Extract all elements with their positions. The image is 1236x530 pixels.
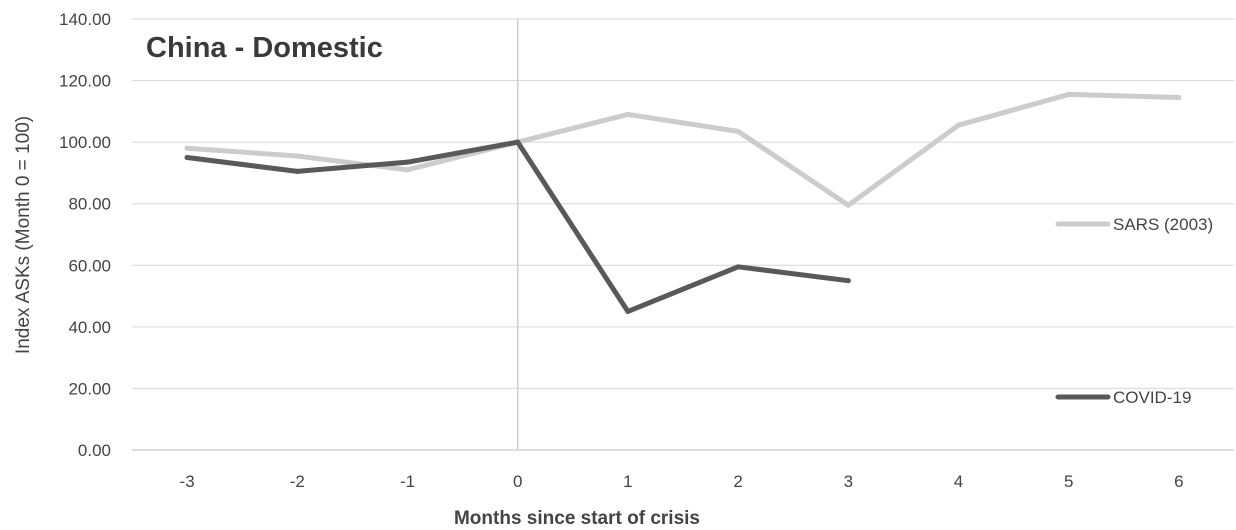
data-point-sars-2003 (625, 111, 631, 117)
data-point-covid-19 (735, 264, 741, 270)
y-tick-label: 140.00 (59, 10, 111, 29)
x-tick-label: 1 (623, 472, 632, 491)
data-point-covid-19 (405, 159, 410, 165)
data-point-covid-19 (184, 155, 190, 161)
data-point-covid-19 (515, 139, 521, 145)
legend: SARS (2003) COVID-19 (1055, 215, 1213, 407)
y-tick-label: 20.00 (68, 379, 111, 398)
data-point-sars-2003 (956, 122, 961, 128)
data-point-sars-2003 (735, 128, 741, 134)
x-tick-label: 2 (733, 472, 742, 491)
data-point-sars-2003 (845, 202, 851, 208)
y-tick-label: 80.00 (68, 195, 111, 214)
y-axis-title: Index ASKs (Month 0 = 100) (13, 116, 34, 354)
x-tick-label: -2 (290, 472, 305, 491)
y-tick-label: 0.00 (78, 441, 111, 460)
grid (132, 18, 1234, 451)
x-tick-label: -3 (180, 472, 195, 491)
data-point-covid-19 (845, 278, 851, 284)
x-tick-label: 4 (954, 472, 963, 491)
x-tick-label: 3 (844, 472, 853, 491)
legend-label: SARS (2003) (1113, 215, 1213, 234)
x-tick-label: 5 (1064, 472, 1073, 491)
data-point-covid-19 (625, 308, 631, 314)
chart-title: China - Domestic (146, 32, 383, 64)
series-lines (184, 91, 1182, 314)
data-point-sars-2003 (1066, 91, 1072, 97)
y-tick-label: 60.00 (68, 256, 111, 275)
x-tick-label: -1 (400, 472, 415, 491)
data-point-sars-2003 (1176, 95, 1182, 101)
series-line-sars-2003 (184, 91, 1182, 208)
y-tick-label: 120.00 (59, 72, 111, 91)
y-tick-label: 40.00 (68, 318, 111, 337)
data-point-covid-19 (294, 168, 300, 174)
x-axis-title: Months since start of crisis (454, 508, 700, 529)
data-point-sars-2003 (184, 145, 190, 151)
axes: 0.00 20.00 40.00 60.00 80.00 100.00 120.00 140.… (59, 10, 1184, 491)
data-point-sars-2003 (405, 167, 410, 173)
x-tick-label: 6 (1174, 472, 1183, 491)
data-point-sars-2003 (294, 153, 300, 159)
x-tick-label: 0 (513, 472, 522, 491)
y-tick-label: 100.00 (59, 133, 111, 152)
legend-label: COVID-19 (1113, 388, 1191, 407)
